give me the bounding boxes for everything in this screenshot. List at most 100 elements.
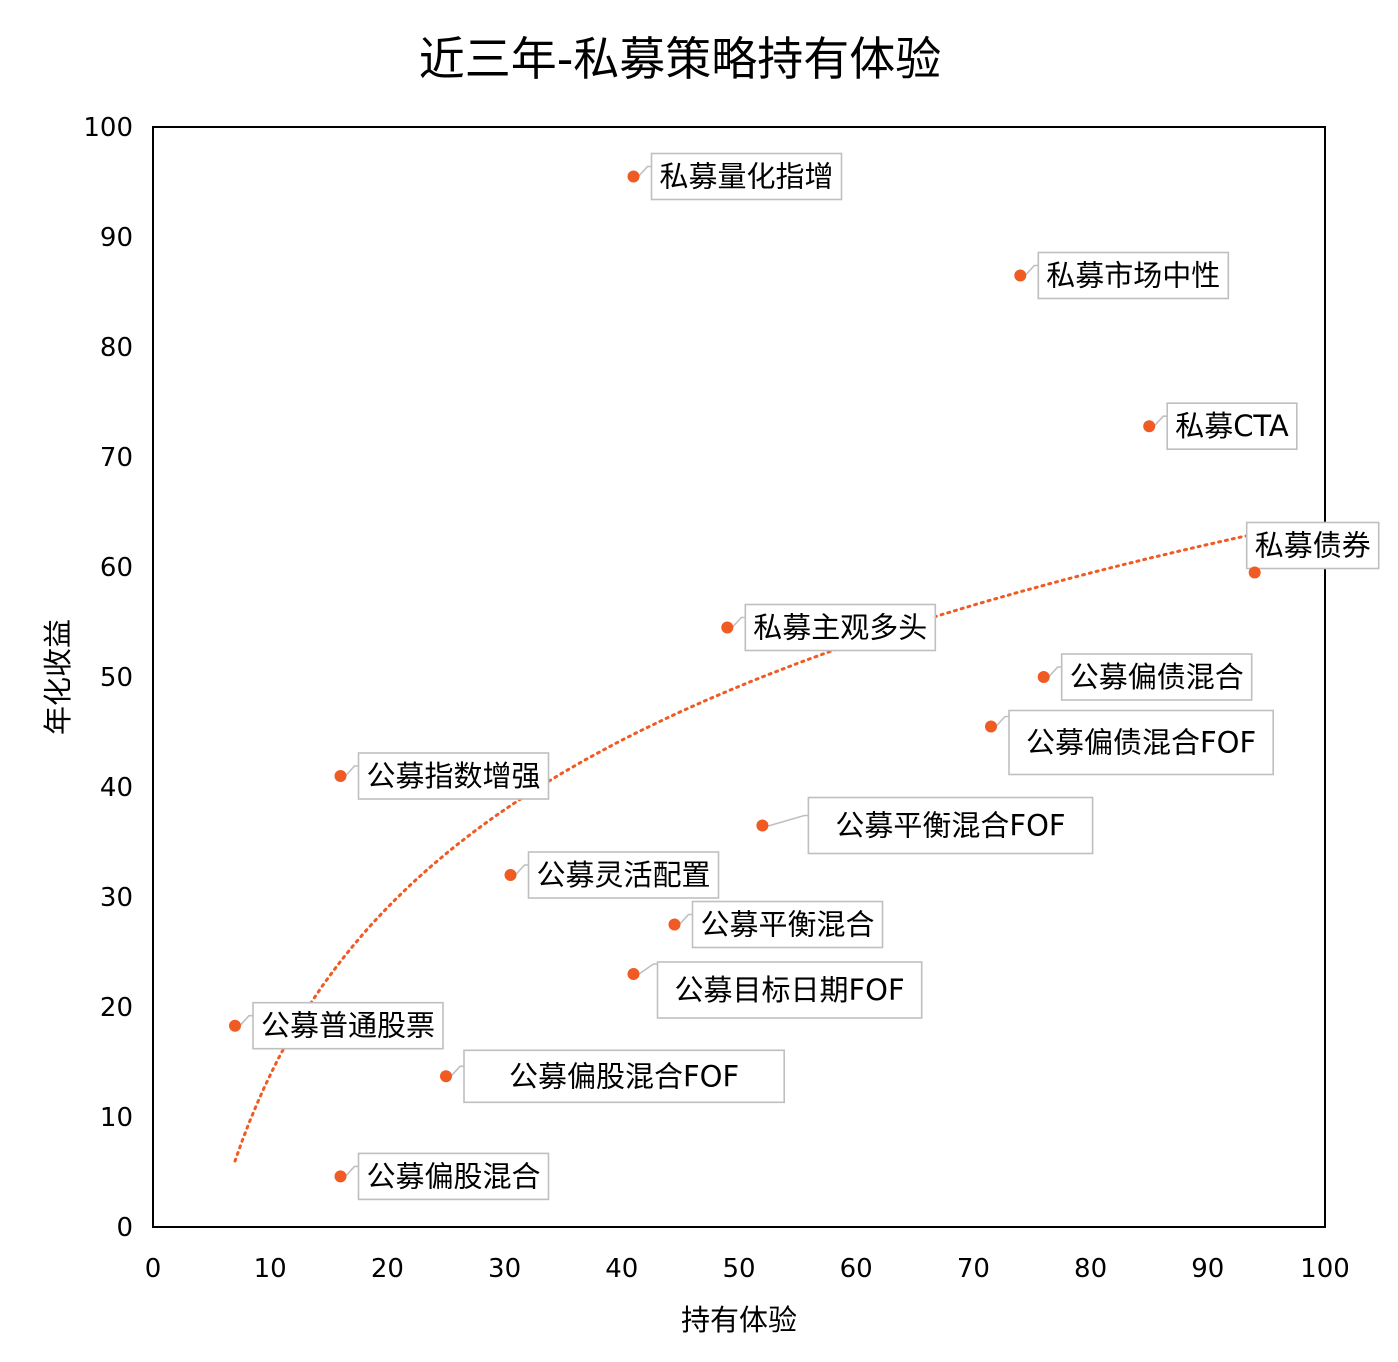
label-box [463, 1049, 786, 1104]
point-label: 公募平衡混合 [701, 908, 875, 942]
y-tick-label: 60 [100, 553, 133, 583]
y-axis: 0 10 20 30 40 50 60 70 80 90 100 [83, 113, 133, 1243]
label-box [357, 1152, 550, 1201]
label-leader-line [449, 1065, 464, 1078]
point-label: 公募目标日期FOF [675, 973, 905, 1007]
data-label: 公募偏债混合FOF [994, 709, 1275, 776]
point-label: 私募债券 [1255, 529, 1371, 563]
scatter-point [1143, 420, 1156, 433]
label-leader-line [730, 616, 746, 630]
x-tick-label: 50 [722, 1254, 755, 1284]
data-label: 公募普通股票 [238, 1001, 444, 1050]
label-box [650, 152, 843, 201]
label-box [1037, 251, 1230, 300]
y-tick-label: 30 [100, 883, 133, 913]
x-tick-label: 80 [1074, 1254, 1107, 1284]
label-box [252, 1001, 444, 1050]
point-label: 公募偏股混合FOF [509, 1059, 739, 1093]
plot-area [152, 126, 1326, 1228]
point-label: 私募CTA [1175, 409, 1289, 443]
label-leader-line [343, 765, 359, 778]
data-label: 私募市场中性 [1023, 251, 1230, 300]
label-box [1245, 521, 1380, 570]
scatter-point [627, 170, 640, 183]
x-tick-label: 30 [488, 1254, 521, 1284]
label-leader-line [343, 1165, 359, 1178]
label-leader-line [677, 913, 693, 927]
data-label: 私募主观多头 [730, 603, 937, 652]
scatter-point [668, 918, 681, 931]
label-leader-line [636, 165, 652, 179]
scatter-point [721, 621, 734, 634]
label-leader-line [1023, 264, 1039, 278]
scatter-point [1014, 269, 1027, 282]
label-box [656, 961, 923, 1019]
label-box [691, 900, 884, 949]
y-tick-label: 10 [100, 1103, 133, 1133]
y-tick-label: 50 [100, 663, 133, 693]
label-leader-line [766, 814, 809, 828]
point-label: 公募灵活配置 [537, 858, 711, 892]
data-label: 私募债券 [1245, 521, 1380, 570]
data-label: 公募灵活配置 [513, 851, 720, 899]
point-label: 公募平衡混合FOF [835, 809, 1065, 843]
y-tick-label: 0 [116, 1213, 133, 1243]
scatter-point [985, 720, 997, 733]
label-leader-line [513, 864, 529, 877]
y-tick-label: 90 [100, 223, 133, 253]
point-label: 公募普通股票 [261, 1009, 435, 1043]
label-box [1166, 402, 1298, 451]
data-label: 公募偏股混合 [343, 1152, 550, 1201]
data-label: 公募目标日期FOF [637, 961, 923, 1019]
point-label: 私募主观多头 [753, 611, 927, 645]
data-label: 公募偏债混合 [1047, 653, 1253, 701]
x-tick-label: 40 [605, 1254, 638, 1284]
x-tick-label: 0 [145, 1254, 162, 1284]
label-box [527, 851, 720, 899]
data-label: 公募偏股混合FOF [449, 1049, 786, 1104]
data-label: 私募CTA [1152, 402, 1298, 451]
label-box [1060, 653, 1253, 701]
trendline [233, 532, 1257, 1163]
label-box [357, 752, 550, 800]
y-tick-label: 40 [100, 773, 133, 803]
point-label: 公募偏债混合 [1070, 660, 1244, 694]
label-box [1008, 709, 1275, 776]
y-tick-label: 100 [83, 113, 133, 143]
scatter-point [334, 770, 347, 782]
y-tick-label: 70 [100, 443, 133, 473]
point-label: 私募市场中性 [1046, 259, 1220, 293]
x-axis: 0 10 20 30 40 50 60 70 80 90 100 [145, 1254, 1350, 1284]
label-leader-line [1152, 415, 1168, 428]
x-tick-label: 100 [1300, 1254, 1350, 1284]
point-label: 私募量化指增 [660, 160, 834, 194]
scatter-point [1037, 671, 1050, 683]
label-leader-line [637, 963, 658, 976]
data-points [229, 170, 1261, 1183]
x-tick-label: 90 [1191, 1254, 1224, 1284]
scatter-point [334, 1170, 347, 1183]
label-box [744, 603, 937, 652]
scatter-point [504, 869, 517, 881]
point-label: 公募偏债混合FOF [1026, 726, 1256, 760]
label-box [807, 796, 1094, 855]
point-label: 公募偏股混合 [367, 1159, 541, 1193]
scatter-point [1248, 566, 1261, 579]
data-label: 公募指数增强 [343, 752, 550, 800]
label-leader-line [238, 1014, 253, 1028]
scatter-point [756, 819, 769, 832]
data-label: 公募平衡混合FOF [766, 796, 1094, 855]
y-tick-label: 80 [100, 333, 133, 363]
point-label: 公募指数增强 [367, 759, 541, 793]
y-tick-label: 20 [100, 993, 133, 1023]
scatter-point [229, 1019, 241, 1032]
x-tick-label: 10 [254, 1254, 287, 1284]
scatter-point [440, 1070, 452, 1083]
x-tick-label: 60 [840, 1254, 873, 1284]
data-label: 公募平衡混合 [677, 900, 884, 949]
label-leader-line [994, 715, 1009, 729]
label-leader-line [1047, 666, 1062, 679]
x-tick-label: 70 [957, 1254, 990, 1284]
